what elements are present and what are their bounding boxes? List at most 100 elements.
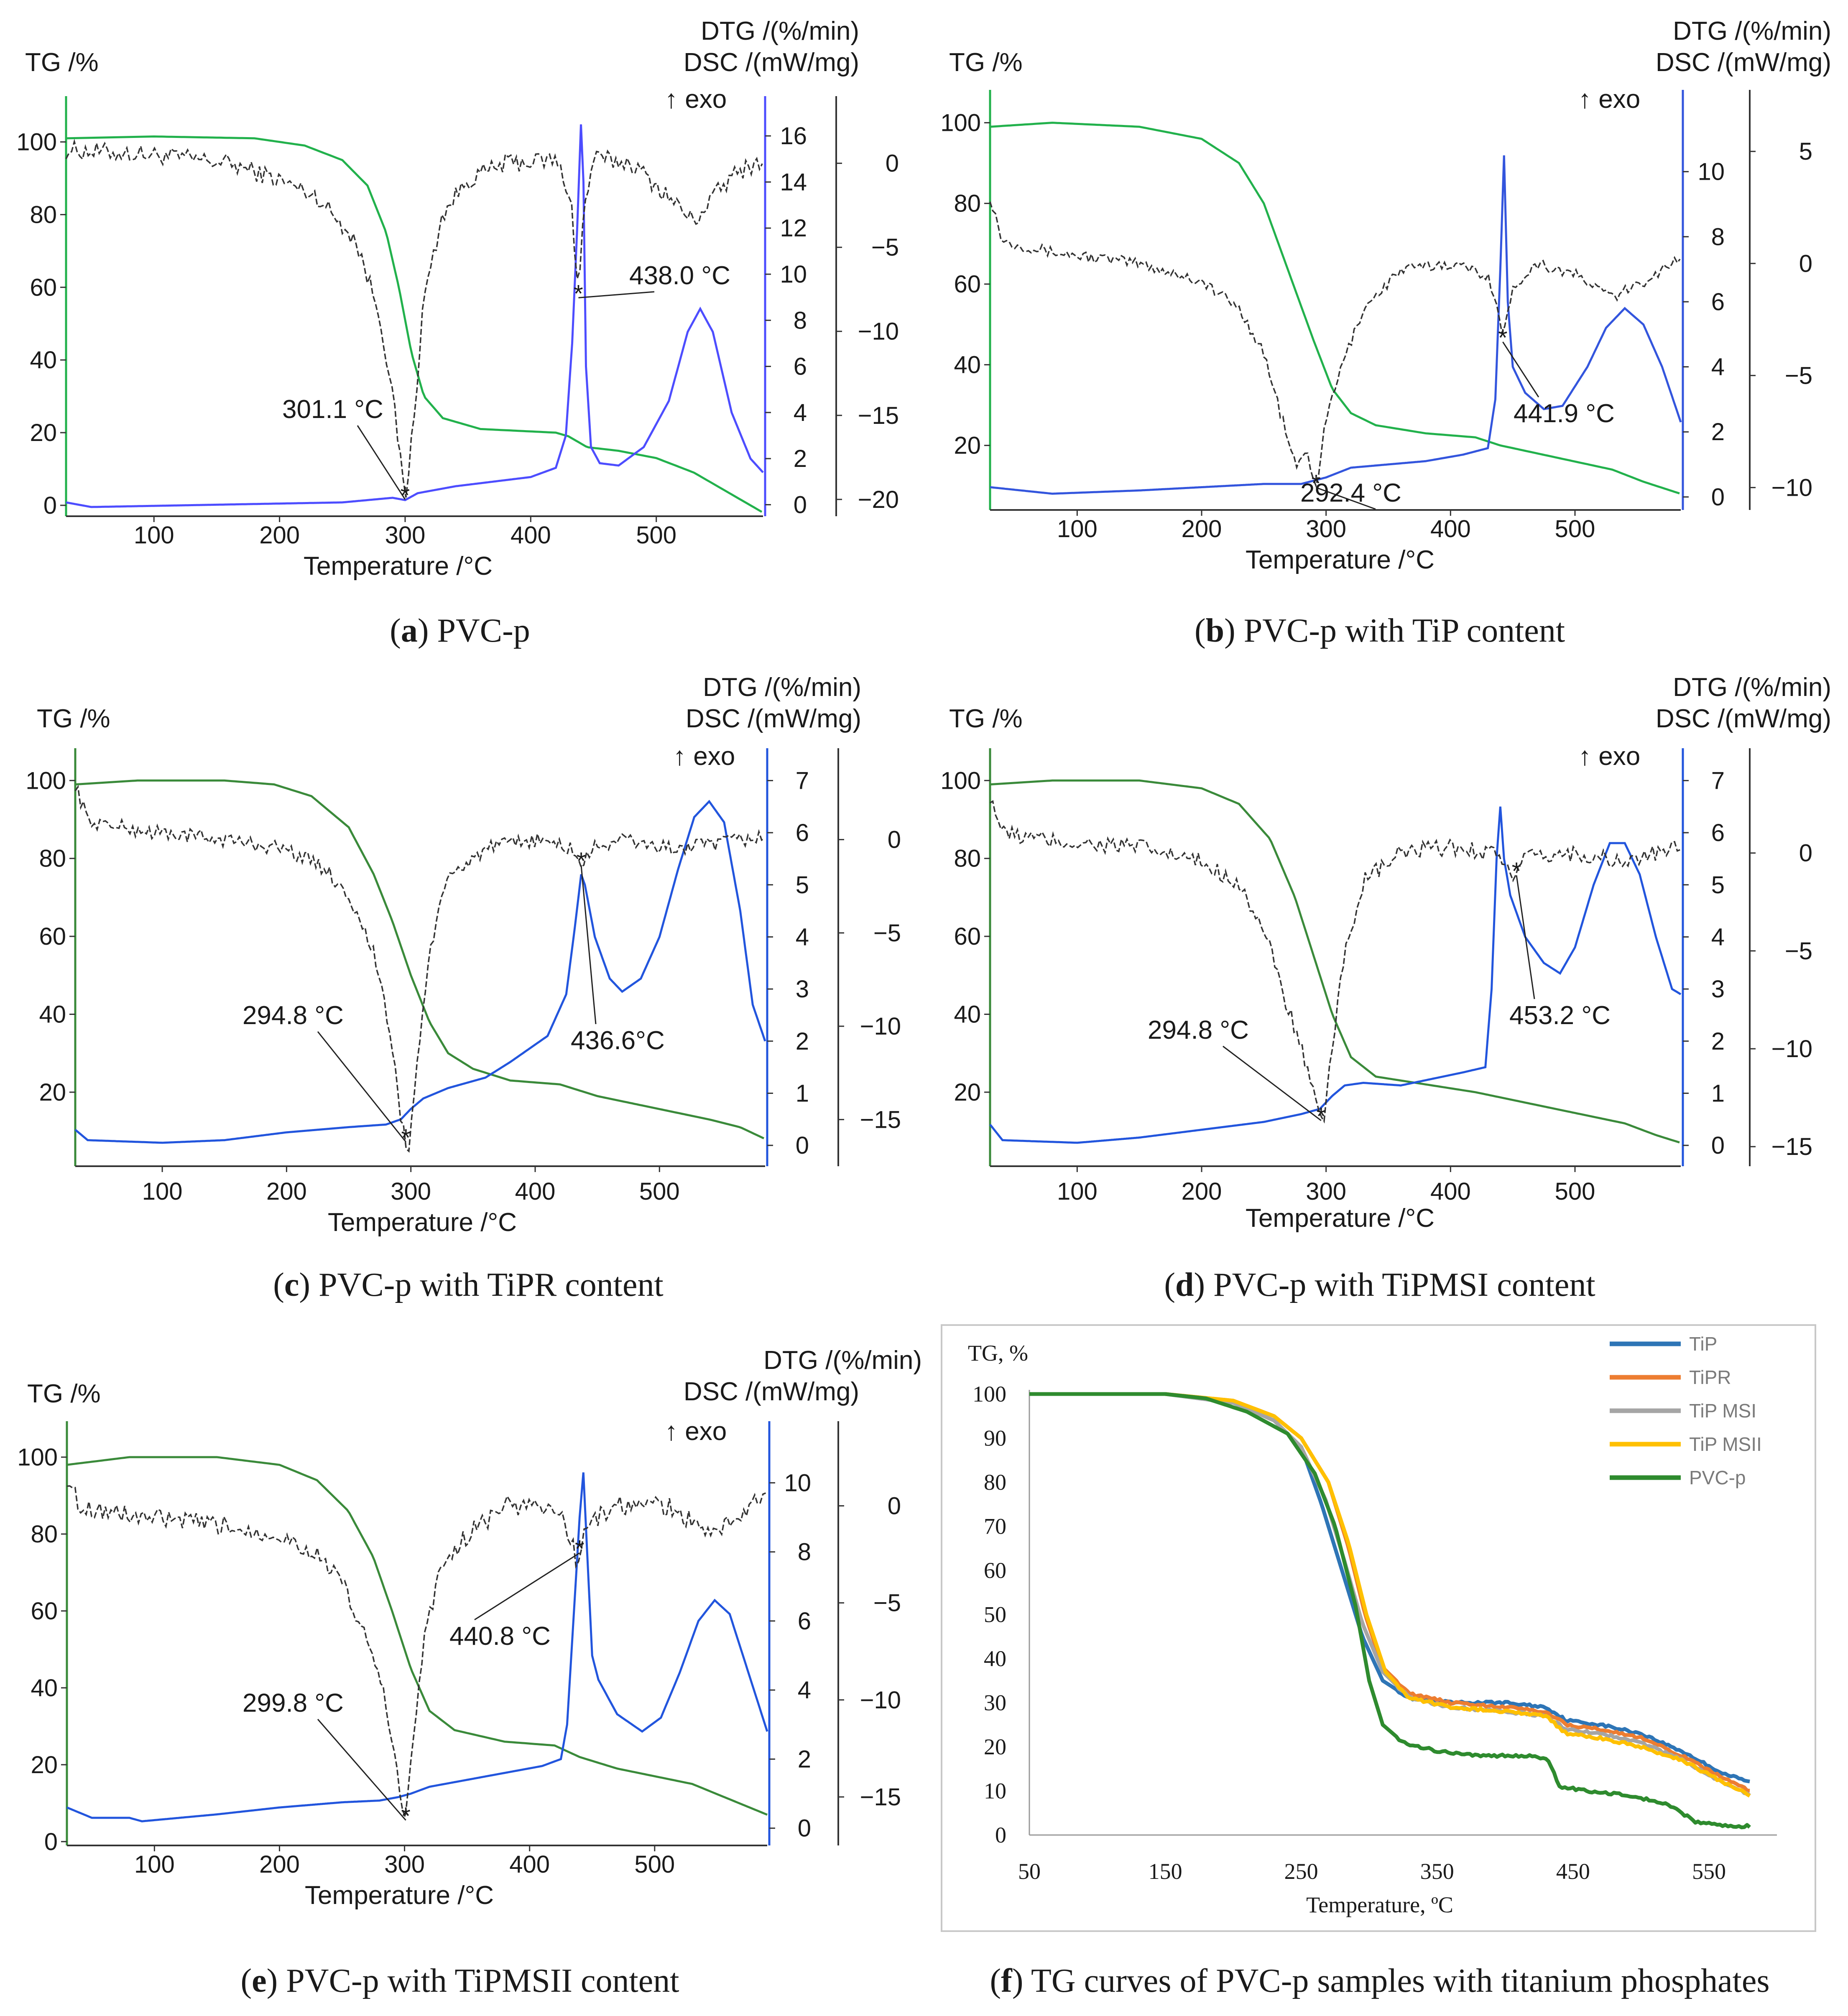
panel-e-tg-tick-label: 60	[31, 1598, 58, 1625]
panel-a-caption-text: PVC-p	[429, 612, 530, 649]
panel-a-dsc-tick-label: 4	[794, 399, 807, 426]
panel-c-x-tick-label: 100	[142, 1178, 183, 1205]
panel-f-y-tick-label: 40	[984, 1646, 1006, 1671]
panel-c-peak-dsc-leader	[580, 865, 597, 1025]
panel-b-dsc-tick-label: 8	[1711, 223, 1725, 250]
panel-a-dsc-tick-label: 6	[794, 353, 807, 380]
panel-e-x-tick-label: 300	[384, 1851, 425, 1878]
panel-e-peak-dsc-label: 440.8 °C	[449, 1622, 551, 1651]
panel-e-plot: 100 200 300 400 50002040608010002468100−5−10…	[17, 1421, 901, 1878]
panel-a-dtg-axis-title: DTG /(%/min)	[701, 17, 859, 46]
panel-b-x-tick-label: 400	[1430, 515, 1471, 543]
panel-d-caption: (d) PVC-p with TiPMSI content	[1164, 1267, 1595, 1303]
panel-d-tg-curve	[990, 779, 1680, 1144]
panel-e-peak-tg-marker: *	[401, 1803, 411, 1830]
panel-e-dsc-tick-label: 2	[798, 1746, 811, 1773]
panel-d-peak-tg-marker: *	[1316, 1103, 1326, 1130]
panel-f-caption: (f) TG curves of PVC-p samples with tita…	[990, 1962, 1770, 1999]
panel-e-dtg-tick-label: −15	[860, 1784, 901, 1811]
panel-c-exo-label: ↑ exo	[673, 742, 735, 771]
panel-d-peak-dsc-leader	[1516, 875, 1535, 999]
panel-d-dtg-tick-label: 0	[1799, 840, 1812, 867]
panel-c-tg-tick-label: 100	[26, 767, 66, 794]
panel-f-legend-label-pvc-p: PVC-p	[1689, 1467, 1746, 1488]
panel-c-plot: 100 200 300 400 500 20 40 60 80 100 0 1 2 3 4 5 6 7 0 −5 −10…	[26, 748, 901, 1205]
panel-b-dtg-axis-title: DTG /(%/min)	[1673, 17, 1831, 46]
panel-b-exo-label: ↑ exo	[1578, 85, 1640, 114]
panel-d-tg-tick-label: 100	[940, 767, 981, 794]
panel-a-dsc-tick-label: 2	[794, 445, 807, 472]
panel-e-dsc-axis-title: DSC /(mW/mg)	[684, 1377, 859, 1406]
panel-d-plot: 100 200 300 400 500 20 40 60 80 100 0 1 2 3 4 5 6 7 0 −5 −10…	[940, 748, 1812, 1205]
panel-e-dtg-tick-label: 0	[888, 1493, 901, 1520]
panel-b: 100 200 300 400 500 20 40 60 80 100 0 2 4 6 8 10 5 0 −5 −10…	[940, 17, 1831, 649]
panel-e: 100 200 300 400 50002040608010002468100−5−10…	[17, 1346, 922, 1999]
panel-e-dsc-curve	[66, 1472, 768, 1822]
panel-e-x-tick-label: 200	[259, 1851, 300, 1878]
panel-e-dsc-tick-label: 4	[798, 1677, 811, 1704]
panel-c-dsc-tick-label: 2	[796, 1028, 809, 1055]
panel-a-tg-tick-label: 20	[30, 419, 57, 446]
panel-c-dsc-tick-label: 4	[796, 923, 809, 951]
panel-e-peak-tg-label: 299.8 °C	[242, 1689, 344, 1718]
panel-f-x-tick-label: 450	[1556, 1859, 1590, 1884]
panel-f-series-pvc-p	[1029, 1392, 1751, 1830]
panel-f-y-tick-label: 80	[984, 1470, 1006, 1495]
panel-f-y-tick-label: 90	[984, 1426, 1006, 1451]
panel-b-x-tick-label: 500	[1555, 515, 1595, 543]
panel-e-tg-tick-label: 100	[17, 1444, 58, 1471]
panel-e-tg-curve	[66, 1456, 768, 1816]
panel-a-dsc-tick-label: 12	[780, 215, 807, 242]
panel-f-y-tick-label: 30	[984, 1690, 1006, 1715]
panel-b-x-axis-title: Temperature /°C	[1246, 545, 1434, 574]
panel-b-tg-tick-label: 60	[954, 271, 981, 298]
panel-b-peak-dsc-label: 441.9 °C	[1514, 399, 1615, 428]
panel-f-legend-label-tipr: TiPR	[1689, 1366, 1731, 1388]
panel-f-y-tick-label: 0	[995, 1822, 1006, 1848]
panel-a-dtg-curve	[65, 138, 763, 498]
panel-d-dsc-tick-label: 6	[1711, 819, 1725, 846]
panel-e-x-tick-label: 100	[134, 1851, 175, 1878]
panel-c-peak-dsc-label: 436.6°C	[571, 1026, 665, 1055]
panel-f-legend-label-tip-msi: TiP MSI	[1689, 1400, 1756, 1422]
panel-a-dsc-tick-label: 0	[794, 491, 807, 518]
panel-e-dsc-tick-label: 6	[798, 1608, 811, 1635]
panel-d-tg-tick-label: 40	[954, 1001, 981, 1028]
panel-f-x-tick-label: 250	[1284, 1859, 1318, 1884]
panel-f-x-tick-label: 50	[1018, 1859, 1041, 1884]
panel-c-caption-letter: c	[284, 1267, 299, 1303]
panel-d-x-tick-label: 400	[1430, 1178, 1471, 1205]
panel-b-dsc-axis-title: DSC /(mW/mg)	[1656, 48, 1831, 77]
panel-a-dtg-tick-label: −15	[858, 402, 899, 429]
panel-b-dtg-curve	[989, 201, 1681, 488]
panel-c-peak-dsc-marker: *	[577, 848, 586, 875]
panel-d-dtg-axis-title: DTG /(%/min)	[1673, 673, 1831, 702]
panel-e-caption: (e) PVC-p with TiPMSII content	[241, 1962, 679, 1999]
panel-d-dtg-curve	[990, 800, 1680, 1124]
panel-c-caption: (c) PVC-p with TiPR content	[273, 1267, 663, 1303]
panel-b-caption-letter: b	[1206, 612, 1225, 649]
panel-d-x-tick-label: 300	[1306, 1178, 1346, 1205]
panel-b-x-tick-label: 300	[1306, 515, 1346, 543]
panel-a-x-tick-label: 300	[385, 522, 426, 549]
panel-a-peak-tg-leader	[357, 425, 406, 500]
panel-a-dtg-tick-label: −20	[858, 486, 899, 513]
panel-c-tg-axis-title: TG /%	[37, 704, 110, 733]
panel-b-dtg-tick-label: 5	[1799, 138, 1812, 165]
panel-c-dsc-tick-label: 0	[796, 1132, 809, 1159]
panel-a-peak-tg-marker: *	[401, 482, 410, 509]
panel-b-dsc-curve	[990, 155, 1682, 495]
panel-a-peak-dsc-leader	[578, 291, 655, 298]
panel-c-dsc-tick-label: 7	[796, 767, 809, 794]
panel-b-peak-dsc-leader	[1502, 342, 1539, 398]
panel-f-caption-text: TG curves of PVC-p samples with titanium…	[1031, 1962, 1769, 1999]
panel-d-dsc-tick-label: 1	[1711, 1080, 1725, 1107]
panel-d-dtg-tick-label: −15	[1771, 1133, 1812, 1160]
panel-c-x-tick-label: 200	[266, 1178, 307, 1205]
panel-a-tg-curve	[66, 135, 763, 513]
panel-a-tg-tick-label: 0	[43, 492, 57, 519]
panel-e-tg-tick-label: 40	[31, 1674, 58, 1702]
panel-e-dtg-tick-label: −5	[873, 1590, 901, 1617]
panel-d-dtg-tick-label: −10	[1771, 1035, 1812, 1063]
panel-a-dsc-curve	[66, 124, 764, 508]
